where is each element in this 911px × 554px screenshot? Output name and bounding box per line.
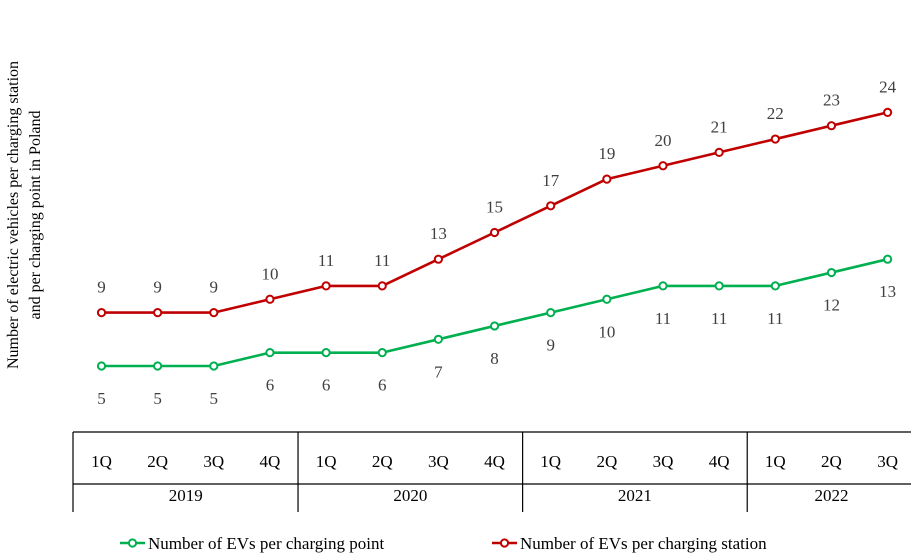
y-axis-label: Number of electric vehicles per charging… [5, 61, 44, 369]
x-tick-label: 1Q [91, 452, 112, 471]
series-lines [96, 107, 893, 371]
x-tick-label: 2Q [821, 452, 842, 471]
data-point [826, 267, 837, 278]
data-point [377, 348, 387, 358]
data-label: 11 [655, 309, 671, 328]
data-point [883, 254, 893, 264]
x-tick-label: 2Q [372, 452, 393, 471]
x-tick-label: 3Q [428, 452, 449, 471]
data-point [714, 147, 724, 157]
data-point [153, 361, 163, 371]
y-axis-label-line: Number of electric vehicles per charging… [5, 61, 22, 369]
data-point [96, 361, 107, 371]
legend-label: Number of EVs per charging station [520, 534, 767, 553]
x-tick-label: 1Q [765, 452, 786, 471]
data-point [209, 308, 219, 318]
data-point [883, 107, 893, 117]
x-tick-label: 2Q [147, 452, 168, 471]
data-point [826, 121, 837, 131]
data-point [265, 294, 275, 304]
data-point [321, 348, 331, 358]
data-label: 11 [711, 309, 727, 328]
data-label: 10 [261, 264, 278, 283]
data-point [96, 308, 107, 318]
data-point [265, 348, 275, 358]
y-axis-label-line: and per charging point in Poland [27, 111, 44, 320]
x-tick-label: 4Q [484, 452, 505, 471]
legend-marker [499, 538, 510, 548]
data-point [658, 281, 668, 291]
data-point [658, 161, 668, 171]
legend: Number of EVs per charging point Number o… [120, 534, 767, 553]
data-label: 22 [767, 104, 784, 123]
data-label: 13 [879, 282, 896, 301]
data-point [602, 174, 612, 184]
data-label: 11 [318, 251, 334, 270]
data-label: 6 [378, 376, 387, 395]
data-label: 11 [767, 309, 783, 328]
data-point [377, 281, 387, 291]
year-label: 2020 [393, 486, 427, 505]
data-point [321, 281, 331, 291]
data-label: 21 [711, 117, 728, 136]
data-label: 24 [879, 77, 897, 96]
year-label: 2019 [169, 486, 203, 505]
data-label: 5 [153, 389, 162, 408]
data-label: 12 [823, 296, 840, 315]
year-label: 2022 [814, 486, 848, 505]
x-tick-label: 2Q [596, 452, 617, 471]
data-point [433, 254, 443, 264]
data-label: 15 [486, 198, 503, 217]
data-label: 9 [97, 278, 106, 297]
data-label: 9 [546, 336, 555, 355]
x-tick-label: 4Q [260, 452, 281, 471]
data-label: 23 [823, 91, 840, 110]
legend-marker [127, 538, 138, 548]
data-point [602, 294, 612, 304]
data-label: 6 [322, 376, 331, 395]
data-point [714, 281, 724, 291]
data-point [546, 308, 556, 318]
data-label: 9 [153, 278, 162, 297]
data-point [433, 334, 443, 344]
data-label: 5 [97, 389, 106, 408]
data-point [770, 134, 780, 144]
data-point [770, 281, 780, 291]
data-point [153, 308, 163, 318]
data-label: 20 [655, 131, 672, 150]
data-point [489, 321, 500, 331]
data-label: 13 [430, 224, 447, 243]
data-label: 6 [266, 376, 275, 395]
data-label: 17 [542, 171, 560, 190]
x-tick-label: 3Q [653, 452, 674, 471]
data-label: 11 [374, 251, 390, 270]
x-tick-label: 3Q [203, 452, 224, 471]
data-labels: 5 5 5 6 6 6 7 8 9 10 11 11 11 12 13 9 9 9 10 11 11 13 15 17 19 20… [97, 77, 896, 408]
x-tick-label: 1Q [316, 452, 337, 471]
data-label: 8 [490, 349, 499, 368]
data-label: 5 [210, 389, 219, 408]
data-point [546, 201, 556, 211]
x-tick-label: 3Q [877, 452, 898, 471]
x-tick-label: 4Q [709, 452, 730, 471]
data-label: 7 [434, 362, 443, 381]
data-point [489, 227, 500, 238]
data-point [209, 361, 219, 371]
data-label: 10 [598, 322, 615, 341]
data-label: 9 [210, 278, 219, 297]
x-tick-label: 1Q [540, 452, 561, 471]
year-label: 2021 [618, 486, 652, 505]
legend-label: Number of EVs per charging point [148, 534, 384, 553]
data-label: 19 [598, 144, 615, 163]
